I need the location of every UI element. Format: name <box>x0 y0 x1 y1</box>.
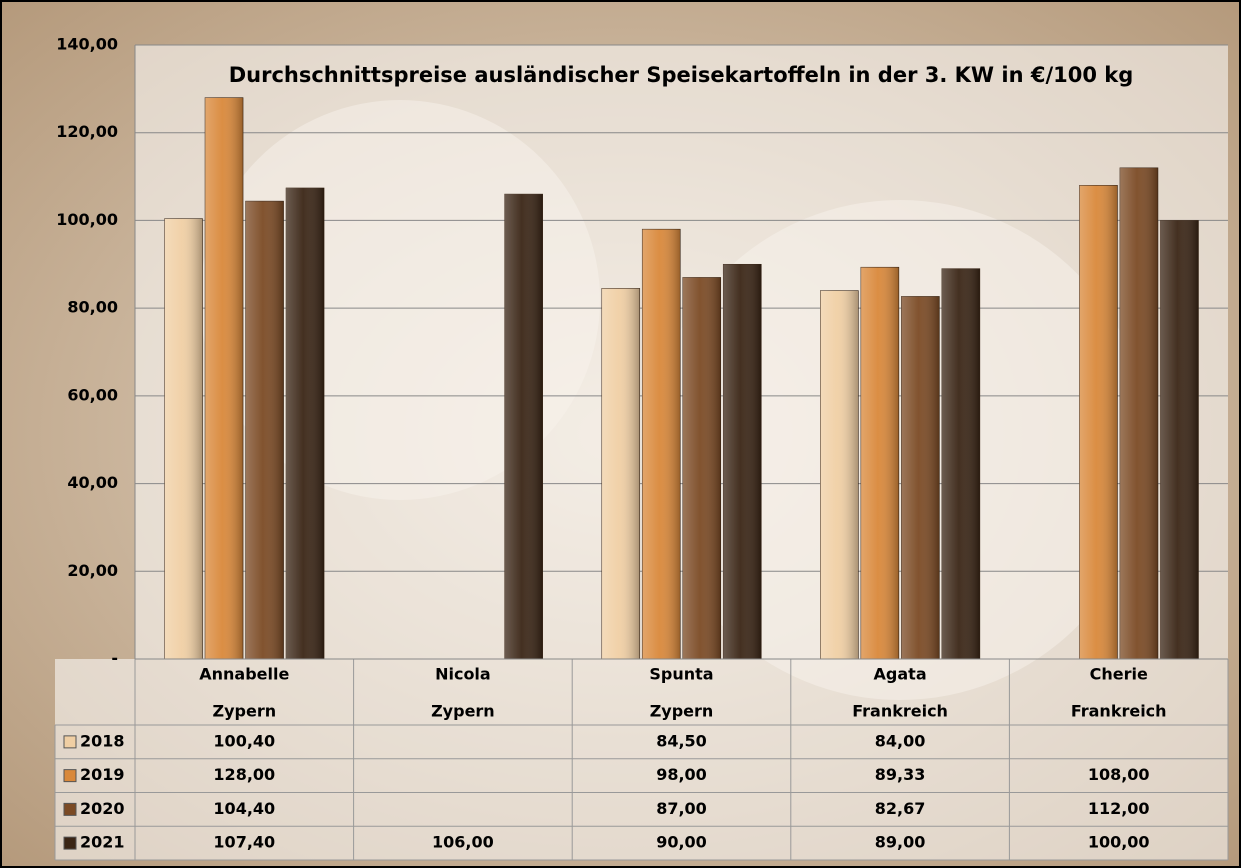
bar-shine <box>504 194 543 659</box>
category-label: Spunta <box>649 665 713 684</box>
table-value: 104,40 <box>213 799 275 818</box>
table-value: 90,00 <box>656 833 707 852</box>
chart-title: Durchschnittspreise ausländischer Speise… <box>229 63 1134 87</box>
category-label: Annabelle <box>199 665 289 684</box>
category-label: Agata <box>874 665 927 684</box>
y-tick-label: 60,00 <box>67 385 118 404</box>
table-value: 87,00 <box>656 799 707 818</box>
bar-shine <box>601 288 640 659</box>
y-tick-label: 80,00 <box>67 298 118 317</box>
bar-shine <box>245 201 284 660</box>
bar-shine <box>164 218 203 659</box>
y-tick-label: 100,00 <box>56 210 118 229</box>
legend-swatch <box>63 802 77 816</box>
table-value: 84,00 <box>875 731 926 750</box>
table-value: 100,40 <box>213 731 275 750</box>
category-label: Nicola <box>435 665 491 684</box>
y-tick-label: - <box>111 649 118 668</box>
bar-shine <box>723 264 762 659</box>
table-value: 128,00 <box>213 765 275 784</box>
bar-shine <box>1160 220 1199 659</box>
legend-label: 2019 <box>80 765 125 784</box>
y-tick-label: 140,00 <box>56 35 118 54</box>
bar-shine <box>1079 185 1118 660</box>
y-tick-label: 40,00 <box>67 473 118 492</box>
bar-shine <box>820 290 859 659</box>
y-tick-label: 120,00 <box>56 122 118 141</box>
bar-shine <box>205 97 244 660</box>
category-label: Zypern <box>431 702 495 721</box>
bar-shine <box>286 187 325 659</box>
legend-label: 2020 <box>80 799 125 818</box>
y-tick-label: 20,00 <box>67 561 118 580</box>
legend-swatch <box>63 836 77 850</box>
table-area <box>55 659 1228 860</box>
legend-label: 2018 <box>80 731 125 750</box>
bar-shine <box>941 268 980 659</box>
category-label: Frankreich <box>1071 702 1167 721</box>
bar-shine <box>901 296 940 659</box>
bar-shine <box>682 277 721 659</box>
table-value: 100,00 <box>1088 833 1150 852</box>
bar-shine <box>1119 167 1158 660</box>
category-label: Zypern <box>212 702 276 721</box>
category-label: Zypern <box>650 702 714 721</box>
bar-shine <box>642 229 681 659</box>
legend-swatch <box>63 735 77 749</box>
table-value: 98,00 <box>656 765 707 784</box>
table-value: 89,00 <box>875 833 926 852</box>
table-value: 84,50 <box>656 731 707 750</box>
table-value: 106,00 <box>432 833 494 852</box>
table-value: 108,00 <box>1088 765 1150 784</box>
table-value: 107,40 <box>213 833 275 852</box>
bar-shine <box>860 267 899 659</box>
table-value: 82,67 <box>875 799 926 818</box>
category-label: Frankreich <box>852 702 948 721</box>
table-value: 89,33 <box>875 765 926 784</box>
legend-swatch <box>63 769 77 783</box>
legend-label: 2021 <box>80 833 125 852</box>
category-label: Cherie <box>1090 665 1148 684</box>
table-value: 112,00 <box>1088 799 1150 818</box>
